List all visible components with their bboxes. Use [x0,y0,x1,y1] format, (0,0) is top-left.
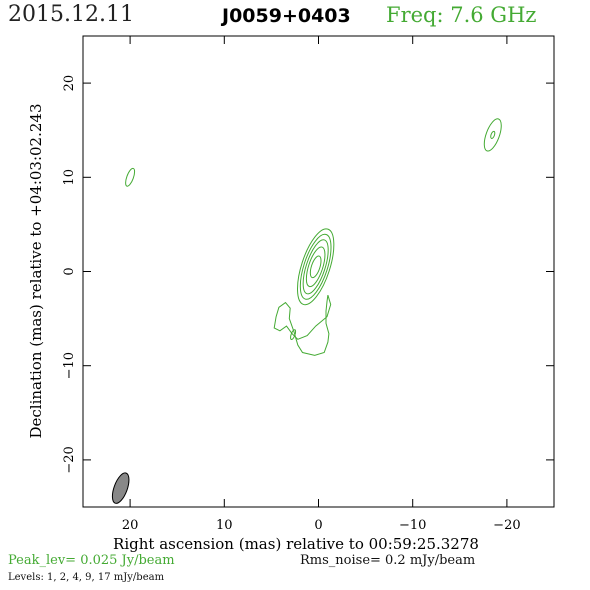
core-contour-5 [309,255,322,279]
y-tick-label: −10 [62,352,77,379]
nw-blob-contour-1 [125,167,136,187]
south-jet-inner-contour [290,329,297,341]
rms-noise: Rms_noise= 0.2 mJy/beam [300,553,476,568]
y-tick-label: 10 [62,169,77,186]
contours [111,118,502,504]
frequency-label: Freq: 7.6 GHz [386,3,537,27]
south-jet-contour [273,294,332,356]
contour-levels: Levels: 1, 2, 4, 9, 17 mJy/beam [8,572,165,583]
axis-ticks [83,36,554,507]
ne-blob-contour-1 [483,118,502,152]
x-axis-label: Right ascension (mas) relative to 00:59:… [113,535,479,553]
ne-blob-contour-2 [490,130,496,139]
core-contour-2 [299,233,332,300]
y-tick-label: 20 [62,75,77,92]
x-tick-label: 20 [122,518,139,533]
source-name: J0059+0403 [222,5,351,27]
plot-frame [82,35,555,508]
core-contour-4 [305,246,326,288]
tick-labels: 20 10 0 −10 −20 20 10 0 −10 −20 [62,75,521,533]
beam-ellipse [111,472,130,504]
core-contour-1 [297,228,335,306]
x-tick-label: −10 [399,518,426,533]
x-tick-label: −20 [493,518,520,533]
peak-level: Peak_lev= 0.025 Jy/beam [8,553,175,568]
observation-date: 2015.12.11 [8,2,134,27]
x-tick-label: 10 [216,518,233,533]
x-tick-label: 0 [314,518,322,533]
y-axis-label: Declination (mas) relative to +04:03:02.… [27,103,45,438]
y-tick-label: 0 [62,267,77,275]
y-tick-label: −20 [62,446,77,473]
core-contour-3 [302,239,329,295]
